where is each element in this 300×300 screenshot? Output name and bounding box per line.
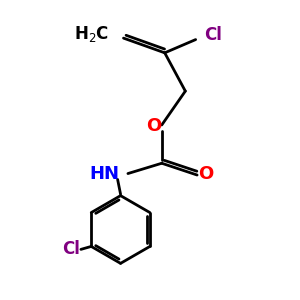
Text: HN: HN [89, 165, 119, 183]
Text: Cl: Cl [205, 26, 222, 44]
Text: O: O [198, 165, 214, 183]
Text: Cl: Cl [62, 240, 80, 258]
Text: H$_2$C: H$_2$C [74, 24, 109, 44]
Text: O: O [146, 117, 161, 135]
